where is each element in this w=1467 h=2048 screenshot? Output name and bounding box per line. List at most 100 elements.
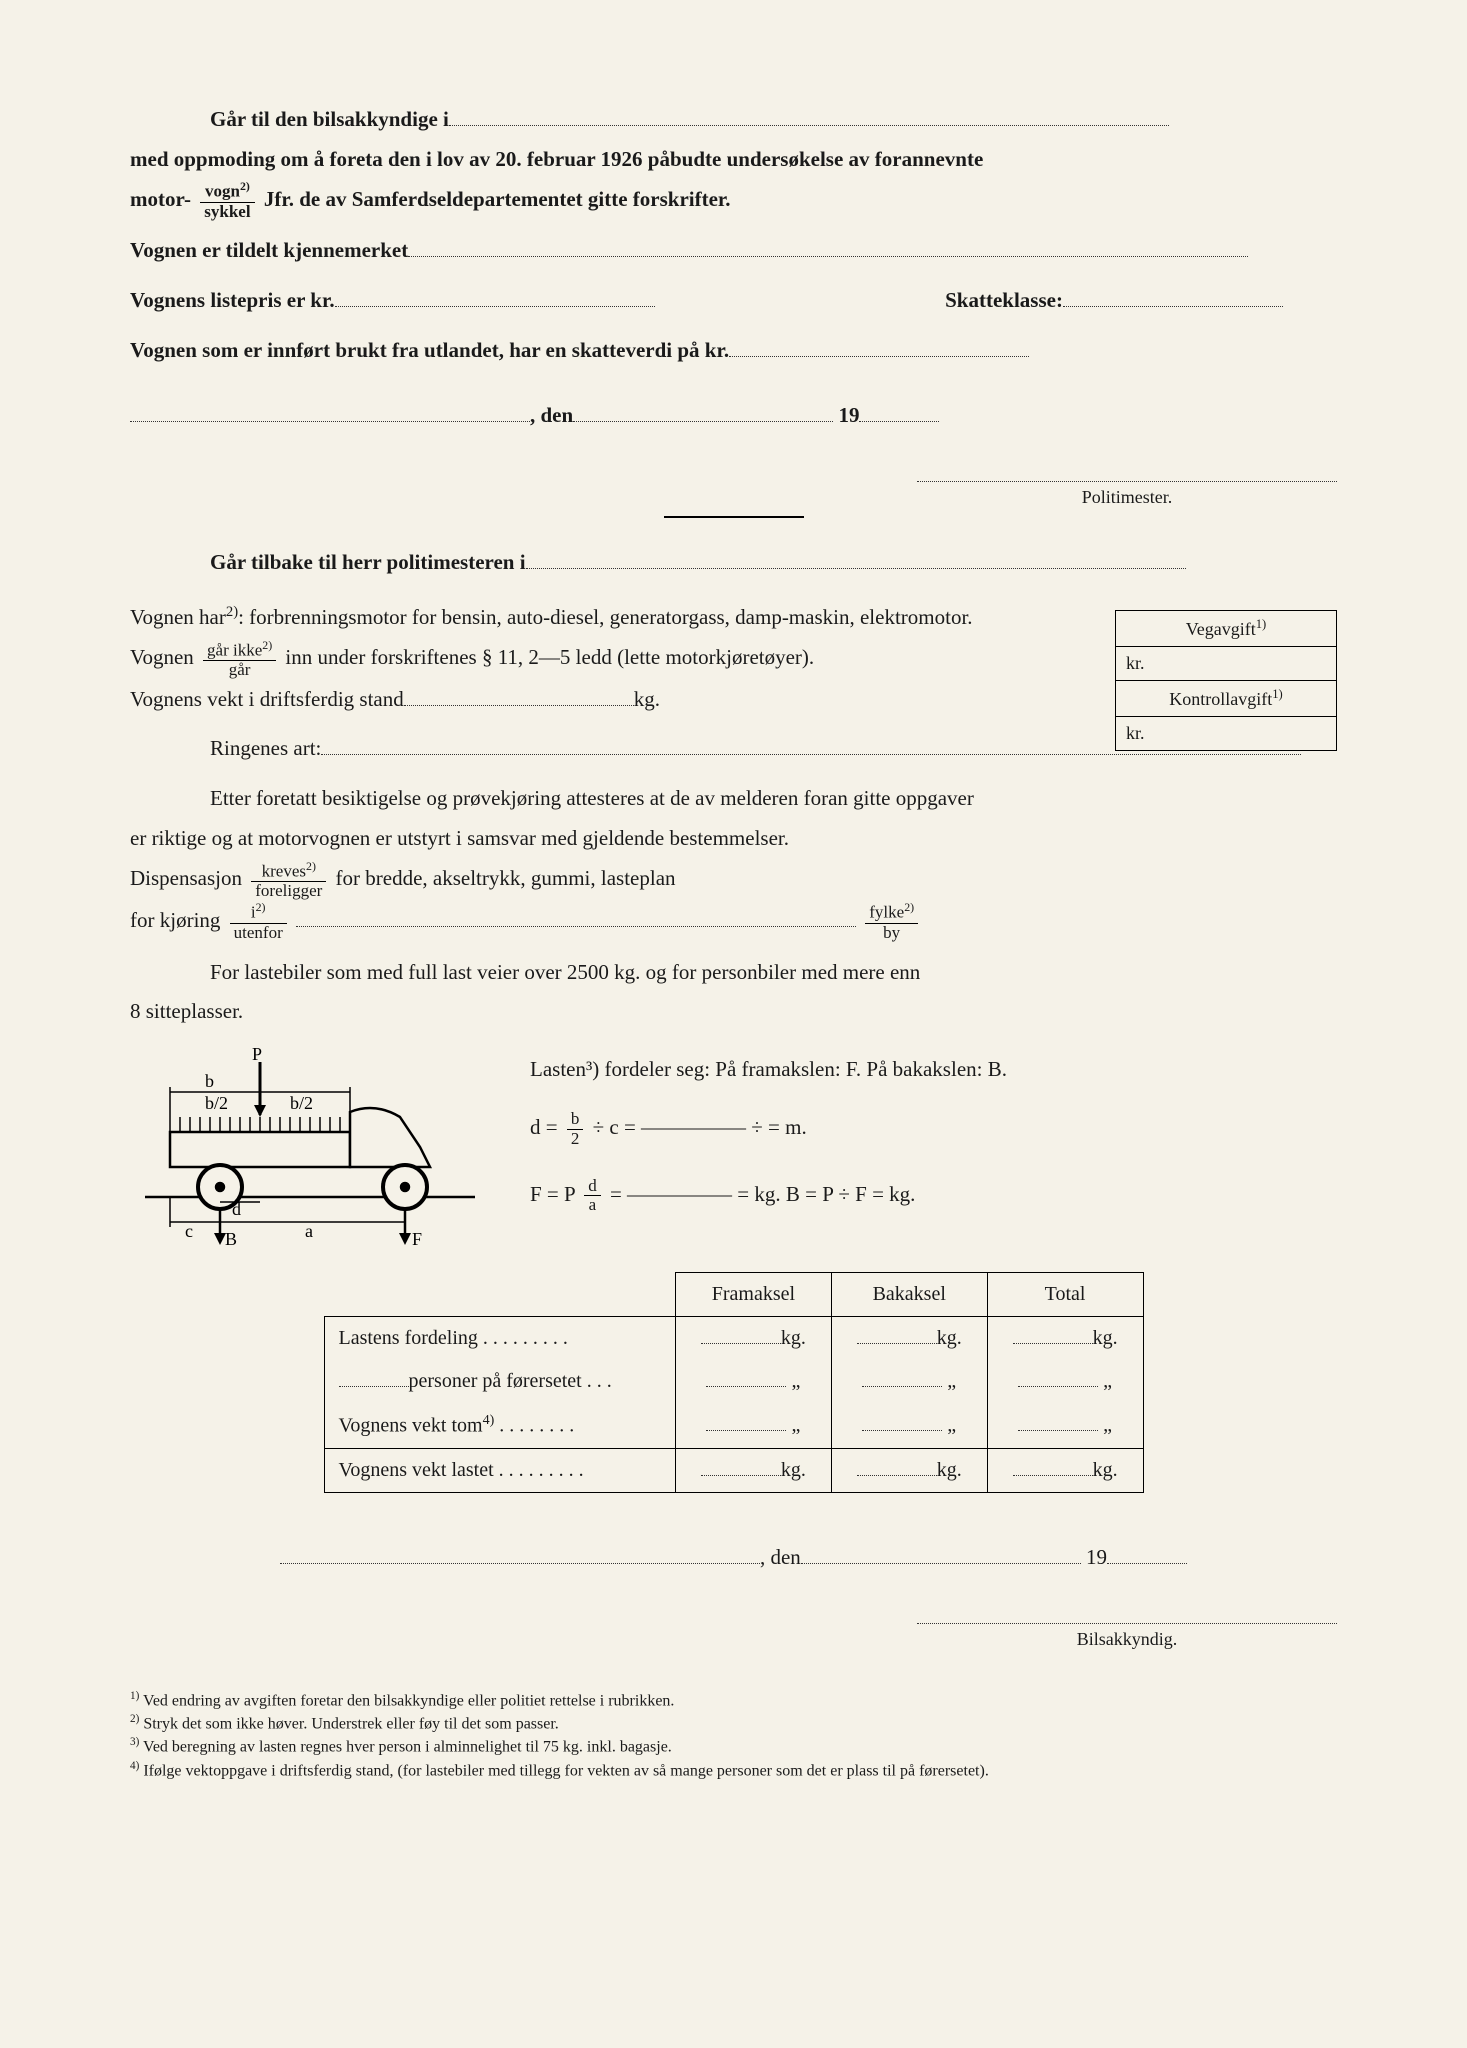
s2-dateline: , den 19 xyxy=(130,1538,1337,1578)
svg-text:P: P xyxy=(252,1047,262,1064)
r1-c3[interactable]: kg. xyxy=(987,1317,1143,1361)
field-politimester[interactable] xyxy=(526,568,1186,569)
r3-c2[interactable]: „ xyxy=(831,1403,987,1448)
s1-para1b: motor- vogn2) sykkel Jfr. de av Samferds… xyxy=(130,180,1337,222)
table-row: Vognens vekt lastet . . . . . . . . . kg… xyxy=(324,1448,1143,1492)
s2-truck1: For lastebiler som med full last veier o… xyxy=(130,953,1337,993)
svg-text:d: d xyxy=(232,1199,241,1219)
s1-p1a-text: med oppmoding om å foreta den i lov av 2… xyxy=(130,147,983,171)
s1-l3b: Skatteklasse: xyxy=(945,288,1063,312)
s1-heading-text: Går til den bilsakkyndige i xyxy=(210,107,449,131)
field-place2[interactable] xyxy=(280,1563,760,1564)
sig-block-1: Politimester. xyxy=(130,466,1337,508)
s2-class: Vognen går ikke2) går inn under forskrif… xyxy=(130,638,1030,680)
field-date2[interactable] xyxy=(801,1563,1081,1564)
disp-b: for bredde, akseltrykk, gummi, lasteplan xyxy=(336,866,676,890)
svg-text:b: b xyxy=(205,1071,214,1091)
table-row: Vognens vekt tom4) . . . . . . . . „ „ „ xyxy=(324,1403,1143,1448)
drive-a: for kjøring xyxy=(130,908,220,932)
formula-r1: Lasten³) fordeler seg: På framakslen: F.… xyxy=(530,1057,1337,1082)
r2-c3[interactable]: „ xyxy=(987,1360,1143,1403)
frac-fylke-by: fylke2) by xyxy=(865,901,918,942)
sig2-label: Bilsakkyndig. xyxy=(917,1629,1337,1650)
s2-attest1: Etter foretatt besiktigelse og prøvekjør… xyxy=(130,779,1337,819)
disp-top: kreves xyxy=(262,861,306,880)
field-skatteverdi[interactable] xyxy=(729,356,1029,357)
r2-label: personer på førersetet . . . xyxy=(324,1360,675,1403)
s2-engine: Vognen har2): forbrenningsmotor for bens… xyxy=(130,598,1030,638)
cls-top: går ikke xyxy=(207,640,262,659)
frac-i-utenfor: i2) utenfor xyxy=(230,901,287,942)
cls-bot: går xyxy=(203,661,276,680)
r3-c3[interactable]: „ xyxy=(987,1403,1143,1448)
s2-cls-b: inn under forskriftenes § 11, 2—5 ledd (… xyxy=(285,645,814,669)
r1-c2[interactable]: kg. xyxy=(831,1317,987,1361)
frac-top: vogn xyxy=(205,182,240,201)
field-date1[interactable] xyxy=(573,421,833,422)
footnote-4: 4) Ifølge vektoppgave i driftsferdig sta… xyxy=(130,1760,1337,1780)
s1-den: , den xyxy=(530,403,573,427)
field-place1[interactable] xyxy=(130,421,530,422)
s1-l2: Vognen er tildelt kjennemerket xyxy=(130,238,408,262)
drive-bot: utenfor xyxy=(230,924,287,943)
r2-c1[interactable]: „ xyxy=(675,1360,831,1403)
s2-disp: Dispensasjon kreves2) foreligger for bre… xyxy=(130,859,1337,901)
sig-block-2: Bilsakkyndig. xyxy=(130,1608,1337,1650)
footnote-2: 2) Stryk det som ikke høver. Understrek … xyxy=(130,1713,1337,1733)
sig-line-2[interactable] xyxy=(917,1623,1337,1624)
drive2-top: fylke xyxy=(869,903,904,922)
r4-c1[interactable]: kg. xyxy=(675,1448,831,1492)
frac-vogn-sykkel: vogn2) sykkel xyxy=(200,180,254,221)
sig1-label: Politimester. xyxy=(917,487,1337,508)
sig-line-1[interactable] xyxy=(917,481,1337,482)
field-year2[interactable] xyxy=(1107,1563,1187,1564)
fee-vegavgift-kr[interactable]: kr. xyxy=(1116,647,1336,681)
r3-c1[interactable]: „ xyxy=(675,1403,831,1448)
svg-text:F: F xyxy=(412,1229,422,1247)
field-kjennemerke[interactable] xyxy=(408,256,1248,257)
r4-c3[interactable]: kg. xyxy=(987,1448,1143,1492)
s2-w-unit: kg. xyxy=(634,687,660,711)
field-skatteklasse[interactable] xyxy=(1063,306,1283,307)
footnote-1: 1) Ved endring av avgiften foretar den b… xyxy=(130,1690,1337,1710)
s2-w-label: Vognens vekt i driftsferdig stand xyxy=(130,687,404,711)
footnotes: 1) Ved endring av avgiften foretar den b… xyxy=(130,1690,1337,1780)
s2-den: , den xyxy=(760,1545,801,1569)
s2-rings-label: Ringenes art: xyxy=(210,736,321,760)
diagram-row: P b b/2 b/2 c d a B F Lasten³) fordeler … xyxy=(130,1047,1337,1247)
field-listepris[interactable] xyxy=(335,306,655,307)
s2-eng-a: Vognen har xyxy=(130,605,226,629)
drive2-bot: by xyxy=(865,924,918,943)
s1-l4: Vognen som er innført brukt fra utlandet… xyxy=(130,338,729,362)
section-divider xyxy=(664,516,804,518)
fee-kontroll-kr[interactable]: kr. xyxy=(1116,717,1336,750)
r4-c2[interactable]: kg. xyxy=(831,1448,987,1492)
th-total: Total xyxy=(987,1273,1143,1317)
s1-motor: motor- xyxy=(130,187,191,211)
r2-c2[interactable]: „ xyxy=(831,1360,987,1403)
frac-kreves: kreves2) foreligger xyxy=(251,860,326,901)
field-vekt[interactable] xyxy=(404,705,634,706)
formulas-block: Lasten³) fordeler seg: På framakslen: F.… xyxy=(490,1047,1337,1243)
s1-year: 19 xyxy=(838,403,859,427)
s1-l3a: Vognens listepris er kr. xyxy=(130,288,335,312)
s1-listepris-row: Vognens listepris er kr. Skatteklasse: xyxy=(130,281,1337,321)
table-row: Lastens fordeling . . . . . . . . . kg. … xyxy=(324,1317,1143,1361)
s2-year: 19 xyxy=(1086,1545,1107,1569)
fee-box: Vegavgift1) kr. Kontrollavgift1) kr. xyxy=(1115,610,1337,751)
fee-vegavgift-label: Vegavgift1) xyxy=(1116,611,1336,647)
s1-skatteverdi: Vognen som er innført brukt fra utlandet… xyxy=(130,331,1337,371)
formula-r3: F = P da = ————— = kg. B = P ÷ F = kg. xyxy=(530,1177,1337,1215)
weight-table: Framaksel Bakaksel Total Lastens fordeli… xyxy=(324,1272,1144,1493)
r1-c1[interactable]: kg. xyxy=(675,1317,831,1361)
r3-label: Vognens vekt tom4) . . . . . . . . xyxy=(324,1403,675,1448)
field-drive[interactable] xyxy=(296,926,856,927)
section1-heading: Går til den bilsakkyndige i xyxy=(130,100,1337,140)
field-year1[interactable] xyxy=(859,421,939,422)
r4-label: Vognens vekt lastet . . . . . . . . . xyxy=(324,1448,675,1492)
s2-heading-text: Går tilbake til herr politimesteren i xyxy=(210,550,526,574)
svg-text:a: a xyxy=(305,1221,313,1241)
field-rings[interactable] xyxy=(321,754,1301,755)
field-bilsakkyndig[interactable] xyxy=(449,125,1169,126)
frac-gaar: går ikke2) går xyxy=(203,639,276,680)
